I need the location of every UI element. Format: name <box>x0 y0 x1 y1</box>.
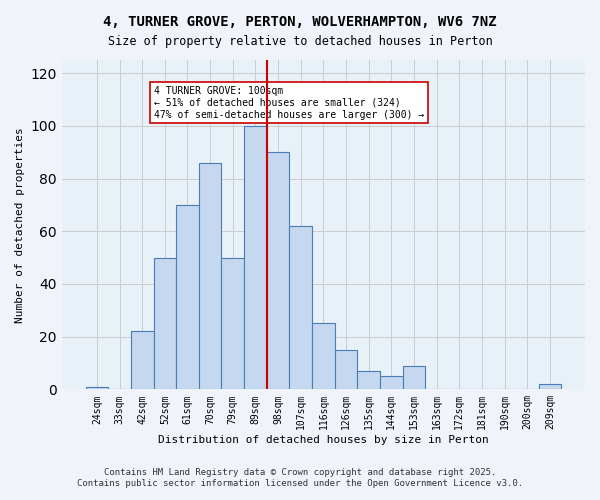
Bar <box>176 205 199 390</box>
Bar <box>312 324 335 390</box>
Bar <box>131 332 154 390</box>
Text: 4, TURNER GROVE, PERTON, WOLVERHAMPTON, WV6 7NZ: 4, TURNER GROVE, PERTON, WOLVERHAMPTON, … <box>103 15 497 29</box>
Bar <box>380 376 403 390</box>
Text: Size of property relative to detached houses in Perton: Size of property relative to detached ho… <box>107 35 493 48</box>
Bar <box>335 350 358 390</box>
Bar <box>86 386 108 390</box>
Text: 4 TURNER GROVE: 100sqm
← 51% of detached houses are smaller (324)
47% of semi-de: 4 TURNER GROVE: 100sqm ← 51% of detached… <box>154 86 424 120</box>
Bar <box>154 258 176 390</box>
Bar <box>403 366 425 390</box>
Bar <box>221 258 244 390</box>
Bar <box>199 163 221 390</box>
Y-axis label: Number of detached properties: Number of detached properties <box>15 127 25 322</box>
Bar <box>244 126 267 390</box>
Text: Contains HM Land Registry data © Crown copyright and database right 2025.
Contai: Contains HM Land Registry data © Crown c… <box>77 468 523 487</box>
Bar <box>358 371 380 390</box>
Bar <box>289 226 312 390</box>
X-axis label: Distribution of detached houses by size in Perton: Distribution of detached houses by size … <box>158 435 489 445</box>
Bar <box>539 384 561 390</box>
Bar <box>267 152 289 390</box>
